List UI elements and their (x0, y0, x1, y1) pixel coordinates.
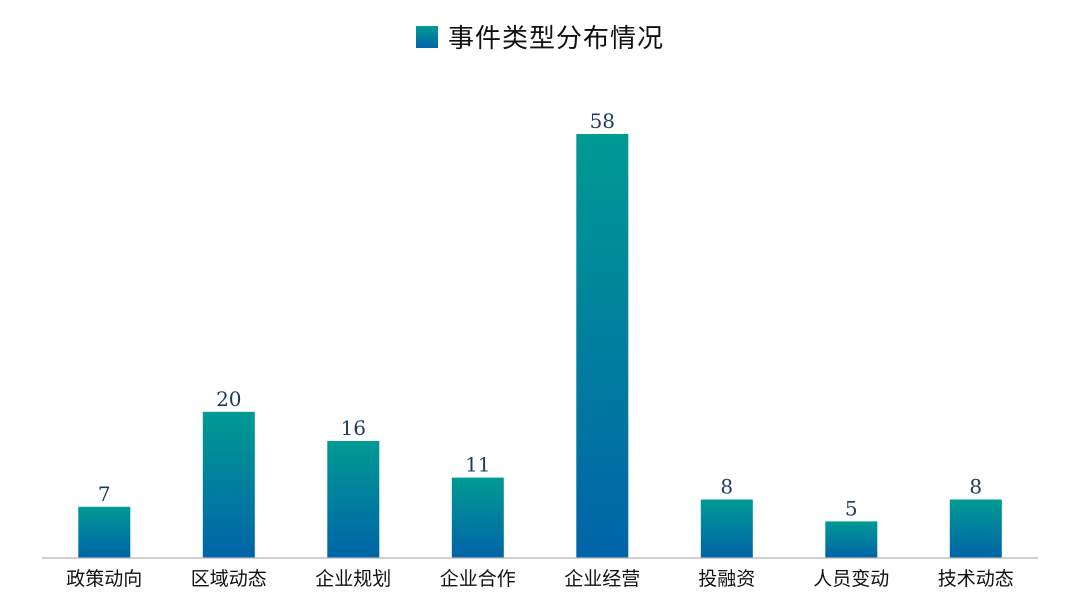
bar-5 (576, 134, 629, 558)
bar-8 (949, 499, 1002, 558)
data-label-3: 16 (341, 416, 366, 440)
data-label-8: 8 (969, 475, 982, 499)
legend-label: 事件类型分布情况 (447, 24, 664, 54)
x-tick-label-5: 企业经营 (564, 568, 640, 590)
data-label-7: 5 (845, 496, 858, 520)
bar-6 (700, 499, 753, 558)
chart-legend: 事件类型分布情况 (0, 18, 1080, 55)
x-tick-label-1: 政策动向 (66, 568, 142, 590)
bar-7 (825, 521, 878, 558)
data-label-2: 20 (216, 387, 241, 411)
data-label-1: 7 (98, 482, 111, 506)
bars-layer (78, 134, 1002, 558)
data-label-4: 11 (465, 453, 490, 477)
x-tick-labels-layer: 政策动向 区域动态 企业规划 企业合作 企业经营 投融资 人员变动 技术动态 (66, 568, 1014, 590)
x-tick-label-4: 企业合作 (440, 568, 516, 590)
x-tick-label-7: 人员变动 (813, 568, 889, 590)
bar-1 (78, 506, 131, 558)
x-tick-label-6: 投融资 (698, 568, 755, 590)
x-tick-label-8: 技术动态 (938, 568, 1014, 590)
legend-swatch-icon (415, 25, 438, 48)
bar-4 (451, 477, 504, 558)
x-tick-label-3: 企业规划 (315, 568, 391, 590)
bar-3 (327, 441, 380, 558)
bar-2 (202, 411, 255, 558)
data-label-6: 8 (720, 475, 733, 499)
x-tick-label-2: 区域动态 (191, 568, 267, 590)
data-label-5: 58 (590, 109, 615, 133)
